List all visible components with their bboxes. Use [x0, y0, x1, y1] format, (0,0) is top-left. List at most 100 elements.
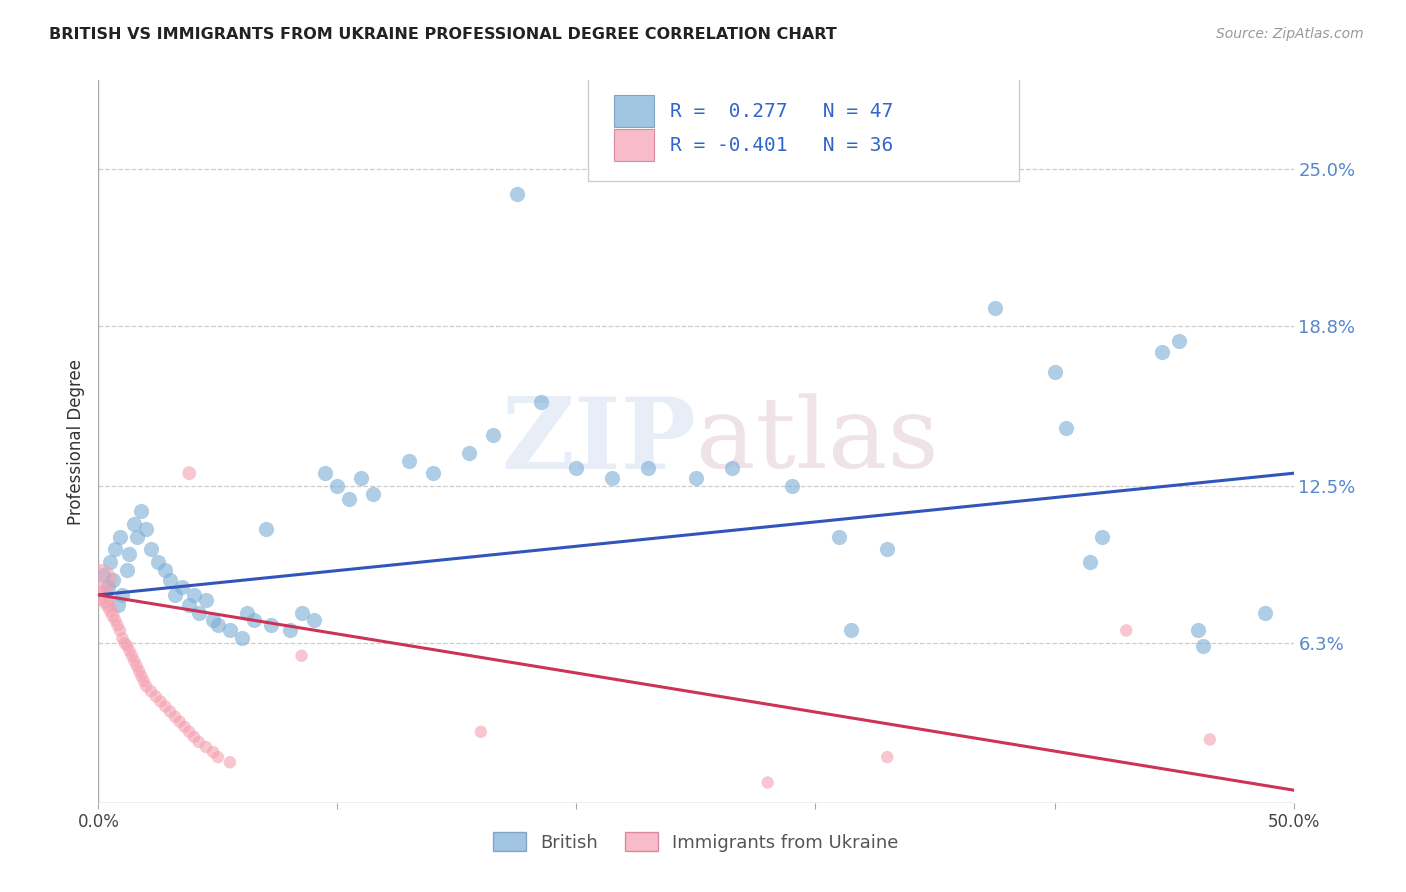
Point [422, 467, 444, 481]
Point [115, 563, 138, 577]
Point [139, 684, 162, 698]
Y-axis label: Professional Degree: Professional Degree [66, 359, 84, 524]
Point [90, 573, 112, 587]
Point [231, 631, 253, 645]
Point [115, 639, 138, 653]
Point [291, 648, 314, 663]
Point [131, 504, 153, 518]
Point [132, 674, 155, 689]
Point [1056, 420, 1078, 434]
Point [195, 739, 218, 754]
Point [118, 547, 141, 561]
Point [107, 598, 129, 612]
Point [398, 453, 420, 467]
Point [1191, 639, 1213, 653]
Point [135, 679, 157, 693]
Text: R = -0.401   N = 36: R = -0.401 N = 36 [669, 136, 893, 155]
Point [98, 555, 122, 569]
Point [339, 491, 361, 506]
Point [1167, 334, 1189, 349]
Text: atlas: atlas [696, 393, 939, 490]
Point [828, 530, 851, 544]
Text: Source: ZipAtlas.com: Source: ZipAtlas.com [1216, 27, 1364, 41]
Point [1115, 624, 1137, 638]
Point [876, 750, 898, 764]
Point [363, 486, 385, 500]
Point [159, 573, 181, 587]
Point [108, 530, 131, 544]
Point [1187, 624, 1209, 638]
Point [315, 467, 337, 481]
Point [97, 598, 120, 612]
FancyBboxPatch shape [589, 77, 1019, 181]
Point [350, 471, 373, 485]
Point [124, 654, 146, 668]
Text: R =  0.277   N = 47: R = 0.277 N = 47 [669, 102, 893, 120]
Point [1254, 606, 1277, 620]
Text: ZIP: ZIP [501, 393, 696, 490]
Point [128, 664, 150, 678]
Point [195, 593, 218, 607]
Point [207, 618, 229, 632]
Point [179, 598, 201, 612]
Point [155, 699, 177, 714]
Point [145, 690, 167, 704]
Point [97, 580, 120, 594]
FancyBboxPatch shape [613, 129, 654, 161]
Point [114, 636, 136, 650]
Point [121, 648, 143, 663]
Point [219, 756, 242, 770]
Legend: British, Immigrants from Ukraine: British, Immigrants from Ukraine [486, 825, 905, 859]
Point [458, 446, 481, 460]
Point [125, 659, 148, 673]
Point [183, 730, 205, 744]
Point [183, 588, 205, 602]
FancyBboxPatch shape [613, 95, 654, 128]
Point [131, 669, 153, 683]
Point [159, 705, 181, 719]
Point [291, 606, 314, 620]
Point [1043, 365, 1066, 379]
Point [841, 624, 863, 638]
Point [326, 479, 349, 493]
Point [470, 724, 492, 739]
Point [108, 624, 131, 638]
Text: BRITISH VS IMMIGRANTS FROM UKRAINE PROFESSIONAL DEGREE CORRELATION CHART: BRITISH VS IMMIGRANTS FROM UKRAINE PROFE… [49, 27, 837, 42]
Point [235, 606, 257, 620]
Point [149, 694, 172, 708]
Point [756, 775, 779, 789]
Point [1152, 344, 1174, 359]
Point [302, 613, 325, 627]
Point [148, 555, 170, 569]
Point [202, 613, 225, 627]
Point [187, 735, 209, 749]
Point [91, 588, 114, 602]
Point [602, 471, 624, 485]
Point [111, 631, 134, 645]
Point [637, 461, 659, 475]
Point [876, 542, 898, 557]
Point [163, 709, 186, 723]
Point [135, 522, 157, 536]
Point [187, 606, 209, 620]
Point [155, 563, 177, 577]
Point [173, 720, 195, 734]
Point [101, 608, 124, 623]
Point [254, 522, 277, 536]
Point [202, 745, 225, 759]
Point [780, 479, 803, 493]
Point [179, 467, 201, 481]
Point [960, 91, 983, 105]
Point [506, 187, 529, 202]
Point [98, 603, 122, 617]
Point [125, 530, 148, 544]
Point [94, 593, 117, 607]
Point [243, 613, 266, 627]
Point [91, 567, 114, 582]
Point [104, 542, 127, 557]
Point [172, 580, 194, 594]
Point [207, 750, 229, 764]
Point [169, 714, 191, 729]
Point [565, 461, 588, 475]
Point [101, 573, 124, 587]
